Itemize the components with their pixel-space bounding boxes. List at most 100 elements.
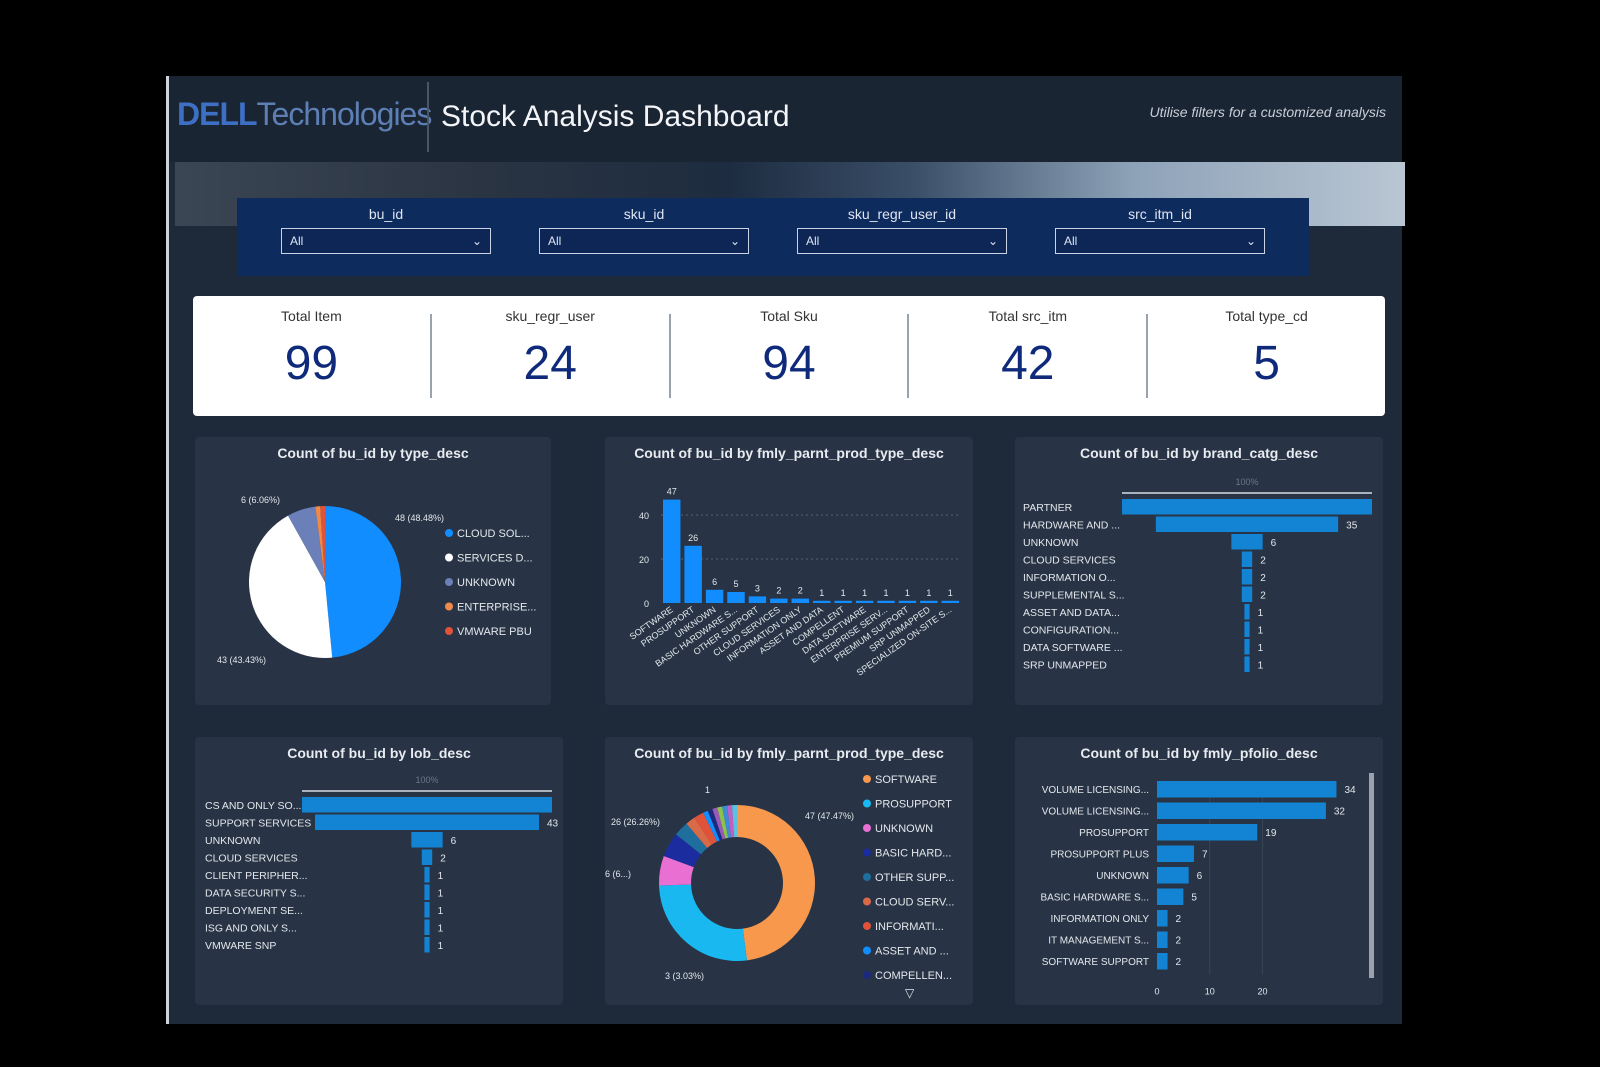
filter-bar: bu_id All ⌄ sku_id All ⌄ sku_regr_user_id All… <box>237 198 1309 276</box>
data-label: 1 <box>705 785 710 795</box>
chart-pfolio-hbar[interactable]: Count of bu_id by fmly_pfolio_desc 0 10 20 V… <box>1015 737 1383 1005</box>
header-divider <box>427 82 429 152</box>
data-label: 1 <box>862 588 867 598</box>
category-label: SUPPLEMENTAL S... <box>1023 590 1125 602</box>
category-label: IT MANAGEMENT S... <box>1048 936 1149 947</box>
chart-fmly-donut[interactable]: Count of bu_id by fmly_parnt_prod_type_d… <box>605 737 973 1005</box>
pie-slice <box>727 805 735 838</box>
dropdown-value: All <box>290 234 304 248</box>
data-label: 2 <box>440 854 446 865</box>
pie-slice <box>717 806 729 839</box>
x-tick-label: 20 <box>1258 987 1268 997</box>
bar <box>834 600 852 603</box>
data-label: 6 <box>712 577 717 587</box>
data-label: 1 <box>438 906 444 917</box>
funnel-bar <box>424 867 430 883</box>
funnel-bar <box>302 797 552 813</box>
legend-item: OTHER SUPP... <box>875 872 954 884</box>
legend-item: BASIC HARD... <box>875 848 951 860</box>
funnel-bar <box>1241 569 1253 585</box>
data-label: 1 <box>948 588 953 598</box>
data-label: 26 <box>688 533 698 543</box>
data-label: 2 <box>776 586 781 596</box>
data-label: 6 (6.06%) <box>241 495 280 505</box>
data-label: 1 <box>819 588 824 598</box>
sku-id-dropdown[interactable]: All ⌄ <box>539 228 749 254</box>
kpi-label: Total type_cd <box>1225 308 1308 324</box>
kpi-value: 94 <box>762 337 816 390</box>
legend-marker <box>863 873 871 881</box>
data-label: 1 <box>905 588 910 598</box>
data-label: 1 <box>438 924 444 935</box>
chart-type-desc-pie[interactable]: Count of bu_id by type_desc CLOUD SOL... S… <box>195 437 551 705</box>
sku-regr-user-id-dropdown[interactable]: All ⌄ <box>797 228 1007 254</box>
data-label: 6 <box>1197 871 1203 882</box>
data-label: 7 <box>1202 850 1208 861</box>
y-tick-label: 0 <box>644 599 649 609</box>
filter-label: sku_regr_user_id <box>847 206 957 222</box>
data-label: 3 <box>755 583 760 593</box>
chart-fmly-bar[interactable]: Count of bu_id by fmly_parnt_prod_type_d… <box>605 437 973 705</box>
data-label: 6 <box>1271 538 1277 549</box>
filter-label: src_itm_id <box>1128 206 1192 222</box>
category-label: VOLUME LICENSING... <box>1042 785 1149 796</box>
chart-brand-funnel[interactable]: Count of bu_id by brand_catg_desc 100% PAR… <box>1015 437 1383 705</box>
legend-marker <box>445 602 453 611</box>
legend-marker <box>863 799 871 808</box>
legend-item: ENTERPRISE... <box>457 602 536 614</box>
category-label: CLOUD SERVICES <box>1023 555 1116 567</box>
funnel-bar <box>1244 639 1250 655</box>
legend-marker <box>863 946 871 955</box>
category-label: ISG AND ONLY S... <box>205 923 297 935</box>
legend-marker <box>863 897 871 906</box>
filter-hint: Utilise filters for a customized analysi… <box>1149 104 1386 120</box>
legend-marker <box>863 848 871 857</box>
funnel-top-label: 100% <box>415 775 438 785</box>
legend-item: VMWARE PBU <box>457 626 532 638</box>
filter-label: sku_id <box>623 206 665 222</box>
funnel-bar <box>1231 534 1263 550</box>
data-label: 1 <box>1258 608 1264 619</box>
data-label: 6 <box>451 836 457 847</box>
legend-marker <box>863 922 871 930</box>
data-label: 2 <box>1260 591 1266 602</box>
bar <box>663 499 681 603</box>
data-label: 47 (47.47%) <box>805 811 854 821</box>
legend-marker <box>445 578 453 586</box>
bar <box>941 600 959 603</box>
y-tick-label: 40 <box>639 511 649 521</box>
kpi-value: 99 <box>284 337 339 390</box>
category-label: UNKNOWN <box>1096 871 1149 882</box>
chart-title: Count of bu_id by fmly_pfolio_desc <box>1080 745 1318 761</box>
chart-canvas: 0 10 20 VOLUME LICENSING... 34 VOLUME LICENSI… <box>1040 773 1374 997</box>
category-label: DATA SECURITY S... <box>205 888 305 900</box>
bar <box>877 600 895 603</box>
pie-slice <box>686 817 712 848</box>
chart-lob-funnel[interactable]: Count of bu_id by lob_desc 100% CS AND ONL… <box>195 737 563 1005</box>
category-label: DATA SOFTWARE ... <box>1023 642 1123 654</box>
kpi-total-item: Total Item 99 <box>193 308 432 398</box>
pie-slice <box>325 506 402 658</box>
data-label: 2 <box>1176 914 1182 925</box>
legend-marker <box>445 553 453 562</box>
bu-id-dropdown[interactable]: All ⌄ <box>281 228 491 254</box>
category-label: CS AND ONLY SO... <box>205 800 301 812</box>
data-label: 5 <box>733 579 738 589</box>
data-label: 26 (26.26%) <box>611 817 660 827</box>
y-tick-label: 20 <box>639 555 649 565</box>
category-label: CLIENT PERIPHER... <box>205 870 308 882</box>
dropdown-value: All <box>548 234 562 248</box>
legend-item: UNKNOWN <box>457 577 515 589</box>
chevron-down-icon: ⌄ <box>1245 234 1256 248</box>
pie-slice <box>732 805 737 838</box>
bar <box>920 600 938 603</box>
data-label: 1 <box>841 588 846 598</box>
data-label: 2 <box>1176 957 1182 968</box>
chart-canvas: CLOUD SOL... SERVICES D... UNKNOWN ENTERPRI… <box>217 495 536 665</box>
dropdown-value: All <box>806 234 820 248</box>
data-label: 32 <box>1334 807 1346 818</box>
filter-label: bu_id <box>368 206 404 222</box>
src-itm-id-dropdown[interactable]: All ⌄ <box>1055 228 1265 254</box>
kpi-total-sku: Total Sku 94 <box>671 308 910 398</box>
kpi-sku-regr-user: sku_regr_user 24 <box>432 308 671 398</box>
